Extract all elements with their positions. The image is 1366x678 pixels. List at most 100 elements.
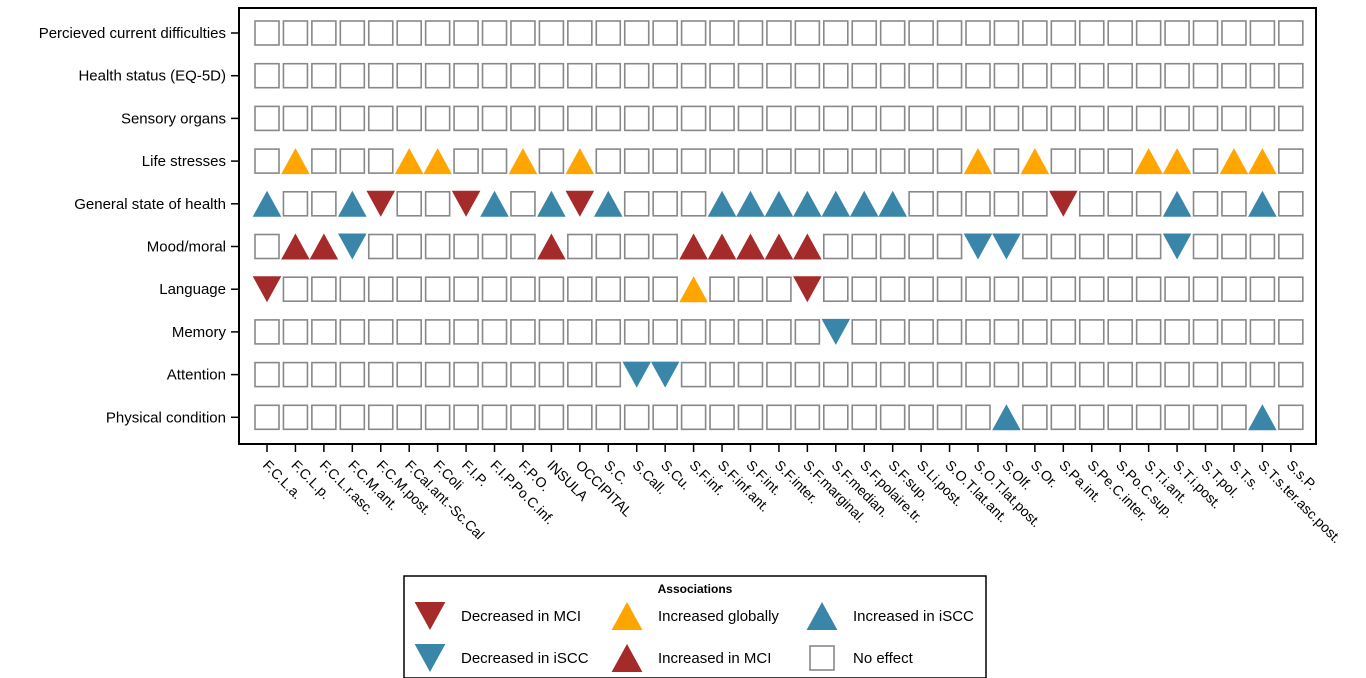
cell-box-no-effect xyxy=(453,276,479,303)
cell-box-no-effect xyxy=(680,148,707,174)
cell-box-no-effect xyxy=(709,404,735,431)
cell-box-no-effect xyxy=(481,404,508,431)
cell-box-no-effect xyxy=(1107,148,1133,174)
legend: Associations Decreased in MCI Increased g… xyxy=(403,575,987,678)
cell-box-no-effect xyxy=(1135,105,1162,132)
cell-box-no-effect xyxy=(367,361,394,388)
legend-marker xyxy=(809,645,835,671)
cell-box-no-effect xyxy=(1249,276,1276,303)
cell-box-no-effect xyxy=(396,361,423,388)
cell-box-no-effect xyxy=(908,404,934,431)
cell-marker-increased-in-mci xyxy=(281,233,310,260)
y-tick-label: Mood/moral xyxy=(147,239,226,256)
cell-grid xyxy=(252,20,1304,431)
cell-box-no-effect xyxy=(936,361,963,388)
cell-box-no-effect xyxy=(794,62,821,89)
cell-marker-decreased-in-mci xyxy=(252,276,282,303)
cell-box-no-effect xyxy=(623,62,650,89)
cell-box-no-effect xyxy=(1192,191,1219,217)
cell-box-no-effect xyxy=(567,276,593,303)
cell-box-no-effect xyxy=(993,62,1020,89)
cell-box-no-effect xyxy=(1135,319,1162,345)
cell-box-no-effect xyxy=(851,148,878,174)
cell-box-no-effect xyxy=(709,105,735,132)
cell-marker-increased-in-mci xyxy=(309,233,339,260)
cell-box-no-effect xyxy=(1135,276,1162,303)
cell-box-no-effect xyxy=(936,20,963,46)
cell-box-no-effect xyxy=(1078,148,1105,174)
cell-marker-decreased-in-iscc xyxy=(622,361,652,388)
cell-box-no-effect xyxy=(396,105,423,132)
cell-box-no-effect xyxy=(339,276,366,303)
cell-box-no-effect xyxy=(453,105,479,132)
cell-box-no-effect xyxy=(1278,319,1304,345)
cell-marker-decreased-in-mci xyxy=(1049,190,1078,217)
cell-box-no-effect xyxy=(595,276,622,303)
cell-box-no-effect xyxy=(737,319,764,345)
cell-box-no-effect xyxy=(311,148,337,174)
cell-box-no-effect xyxy=(481,233,508,260)
cell-box-no-effect xyxy=(709,276,735,303)
cell-box-no-effect xyxy=(1192,404,1219,431)
cell-box-no-effect xyxy=(595,233,622,260)
cell-marker-increased-in-mci xyxy=(707,233,737,260)
cell-box-no-effect xyxy=(879,148,906,174)
cell-marker-decreased-in-mci xyxy=(565,190,595,217)
cell-box-no-effect xyxy=(254,404,280,431)
cell-box-no-effect xyxy=(1022,319,1048,345)
cell-box-no-effect xyxy=(481,276,508,303)
cell-box-no-effect xyxy=(1050,276,1077,303)
cell-box-no-effect xyxy=(623,404,650,431)
cell-box-no-effect xyxy=(311,191,337,217)
cell-box-no-effect xyxy=(794,105,821,132)
cell-box-no-effect xyxy=(652,62,678,89)
cell-box-no-effect xyxy=(538,20,565,46)
cell-box-no-effect xyxy=(282,105,309,132)
cell-box-no-effect xyxy=(993,319,1020,345)
cell-marker-decreased-in-iscc xyxy=(963,233,993,260)
y-tick-label: Health status (EQ-5D) xyxy=(78,68,226,85)
cell-box-no-effect xyxy=(567,404,593,431)
cell-box-no-effect xyxy=(595,148,622,174)
cell-box-no-effect xyxy=(623,319,650,345)
cell-box-no-effect xyxy=(424,105,451,132)
cell-box-no-effect xyxy=(538,62,565,89)
cell-box-no-effect xyxy=(424,233,451,260)
cell-box-no-effect xyxy=(1050,233,1077,260)
cell-box-no-effect xyxy=(367,20,394,46)
x-tick-label: S.Or. xyxy=(1028,457,1062,491)
cell-box-no-effect xyxy=(1078,319,1105,345)
cell-box-no-effect xyxy=(851,20,878,46)
cell-marker-increased-in-mci xyxy=(764,233,794,260)
cell-box-no-effect xyxy=(595,361,622,388)
cell-box-no-effect xyxy=(737,404,764,431)
cell-box-no-effect xyxy=(652,319,678,345)
y-tick-label: Life stresses xyxy=(142,153,226,170)
cell-box-no-effect xyxy=(1249,20,1276,46)
cell-box-no-effect xyxy=(1221,62,1247,89)
cell-box-no-effect xyxy=(282,404,309,431)
cell-box-no-effect xyxy=(1221,191,1247,217)
cell-box-no-effect xyxy=(311,404,337,431)
cell-box-no-effect xyxy=(1135,233,1162,260)
cell-marker-increased-in-iscc xyxy=(707,190,737,217)
cell-box-no-effect xyxy=(822,361,849,388)
cell-box-no-effect xyxy=(709,361,735,388)
cell-box-no-effect xyxy=(339,62,366,89)
cell-box-no-effect xyxy=(965,62,991,89)
cell-box-no-effect xyxy=(623,105,650,132)
cell-box-no-effect xyxy=(424,361,451,388)
cell-box-no-effect xyxy=(311,319,337,345)
cell-box-no-effect xyxy=(965,404,991,431)
cell-box-no-effect xyxy=(254,319,280,345)
cell-box-no-effect xyxy=(851,404,878,431)
cell-box-no-effect xyxy=(481,20,508,46)
cell-marker-increased-in-mci xyxy=(793,233,822,260)
cell-box-no-effect xyxy=(453,62,479,89)
cell-box-no-effect xyxy=(794,319,821,345)
cell-box-no-effect xyxy=(794,20,821,46)
cell-box-no-effect xyxy=(1221,361,1247,388)
cell-box-no-effect xyxy=(339,20,366,46)
cell-box-no-effect xyxy=(1107,404,1133,431)
cell-box-no-effect xyxy=(1135,62,1162,89)
